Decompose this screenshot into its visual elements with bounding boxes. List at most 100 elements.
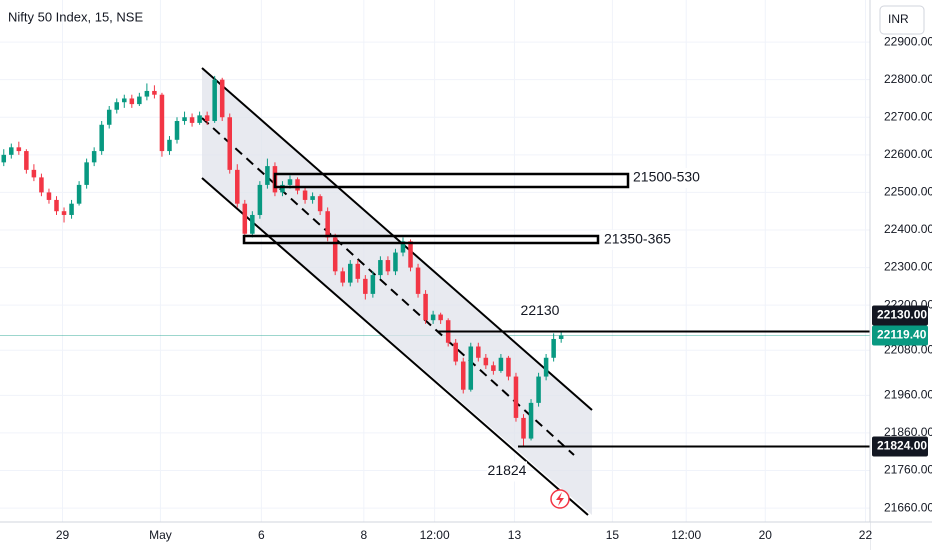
candle-body (106, 109, 112, 125)
candle-body (378, 260, 383, 276)
candle-body (430, 314, 436, 321)
candle-body (302, 190, 308, 200)
candles (1, 75, 564, 447)
price-tag (872, 325, 928, 346)
candle-body (91, 151, 97, 163)
x-tick-label: 22 (859, 528, 873, 542)
annotation-bg (487, 461, 527, 482)
candle-body (506, 357, 511, 377)
candle-body (16, 147, 22, 152)
candle-body (310, 196, 315, 200)
chart-title: Nifty 50 Index, 15, NSE (8, 9, 143, 24)
candle-body (69, 203, 74, 215)
candle-body (250, 214, 255, 234)
candle-body (280, 184, 285, 193)
candle-body (513, 376, 519, 418)
channel-upper (201, 67, 593, 411)
candle-body (400, 241, 406, 253)
candle-body (174, 121, 180, 140)
candle-body (295, 179, 300, 191)
candle-body (46, 192, 52, 200)
price-tag-label: 22130.00 (877, 308, 927, 322)
candle-body (415, 267, 421, 294)
candle-body (385, 260, 391, 272)
candle-body (39, 177, 44, 193)
candle-body (551, 338, 556, 358)
candle-body (61, 211, 67, 215)
candle-body (370, 275, 376, 294)
candle-body (54, 199, 59, 212)
y-tick-label: 21860.00 (884, 425, 932, 439)
candle-body (114, 102, 120, 110)
x-tick-label: 12:00 (671, 528, 701, 542)
candle-body (521, 417, 526, 439)
x-tick-label: 12:00 (420, 528, 450, 542)
y-tick-label: 22500.00 (884, 185, 932, 199)
zone-label-bg (630, 168, 692, 188)
x-tick-label: 20 (759, 528, 773, 542)
y-tick-label: 21960.00 (884, 388, 932, 402)
currency-button[interactable] (879, 5, 925, 35)
candle-body (325, 211, 330, 238)
candle-body (393, 252, 398, 272)
candle-body (197, 115, 202, 123)
candle-body (1, 154, 7, 163)
x-tick-label: 13 (508, 528, 522, 542)
candle-body (235, 169, 240, 204)
candle-body (287, 179, 293, 185)
price-tag-label: 21824.00 (877, 439, 927, 453)
candle-body (498, 357, 504, 371)
candle-body (355, 263, 361, 279)
candle-body (189, 117, 195, 123)
zone-label: 21350-365 (604, 231, 671, 247)
candle-body (460, 361, 466, 390)
candle-body (9, 147, 14, 155)
alert-bolt (556, 492, 564, 506)
channel-mid (201, 117, 575, 456)
price-annotation: 21824 (488, 462, 527, 478)
candle-body (204, 115, 210, 122)
y-tick-label: 22300.00 (884, 260, 932, 274)
x-tick-label: 29 (56, 528, 70, 542)
price-tag (872, 436, 928, 457)
candle-body (453, 342, 458, 362)
x-tick-label: 8 (360, 528, 367, 542)
overlay: 21500-530 21350-365 22130 21824 (242, 168, 870, 509)
candle-body (227, 117, 232, 170)
candle-body (476, 346, 481, 358)
zone-label-bg (601, 230, 663, 250)
candle-body (122, 98, 127, 103)
zone-box (273, 172, 630, 189)
candle-body (182, 117, 187, 122)
candle-body (84, 162, 89, 185)
candle-body (76, 184, 82, 204)
candle-body (408, 241, 413, 268)
y-tick-label: 22400.00 (884, 222, 932, 236)
y-tick-label: 22800.00 (884, 72, 932, 86)
candle-body (24, 151, 29, 170)
currency-label: INR (888, 12, 909, 26)
y-tick-label: 21760.00 (884, 463, 932, 477)
annotation-bg (520, 301, 560, 322)
x-tick-label: May (149, 528, 172, 542)
x-tick-label: 15 (606, 528, 620, 542)
x-tick-label: 6 (258, 528, 265, 542)
candle-body (348, 263, 353, 283)
candle-body (483, 357, 489, 366)
zone-box (242, 234, 600, 245)
price-tag (872, 305, 928, 326)
price-tag-label: 22119.40 (877, 328, 927, 342)
candle-body (340, 271, 345, 283)
channel-lower (201, 177, 589, 516)
candle-body (332, 237, 338, 272)
candle-body (423, 293, 428, 321)
candle-body (219, 79, 225, 118)
candle-body (152, 90, 157, 95)
time-axis-bg (0, 522, 870, 550)
candle-body (468, 346, 474, 390)
candle-body (438, 314, 443, 321)
y-tick-label: 22080.00 (884, 342, 932, 356)
price-axis-bg (870, 0, 932, 550)
